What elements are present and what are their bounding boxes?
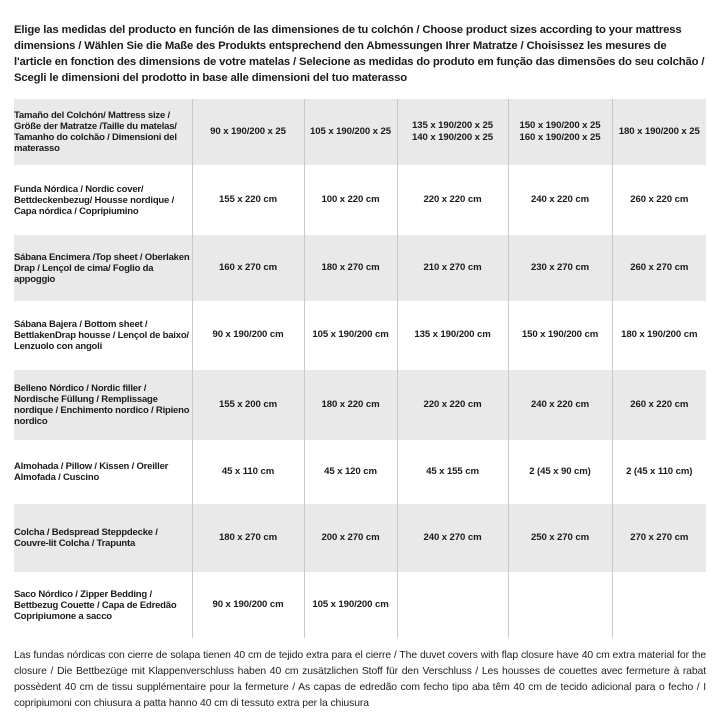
row-label: Funda Nórdica / Nordic cover/ Bettdecken… (14, 165, 193, 236)
header-col-5: 180 x 190/200 x 25 (612, 99, 706, 166)
row-value: 260 x 270 cm (612, 235, 706, 302)
table-header-row: Tamaño del Colchón/ Mattress size / Größ… (14, 99, 706, 166)
header-col-3: 135 x 190/200 x 25 140 x 190/200 x 25 (397, 99, 509, 166)
row-value: 240 x 220 cm (508, 370, 613, 441)
intro-paragraph: Elige las medidas del producto en funció… (14, 24, 705, 85)
row-value: 2 (45 x 90 cm) (508, 440, 613, 505)
row-value: 260 x 220 cm (612, 370, 706, 441)
row-value: 240 x 220 cm (508, 165, 613, 236)
header-col-4-line-2: 160 x 190/200 x 25 (519, 132, 601, 144)
row-value (508, 572, 613, 639)
row-value: 45 x 120 cm (304, 440, 398, 505)
row-label: Colcha / Bedspread Steppdecke / Couvre-l… (14, 504, 193, 573)
row-value: 45 x 155 cm (397, 440, 509, 505)
row-value: 180 x 220 cm (304, 370, 398, 441)
row-value: 240 x 270 cm (397, 504, 509, 573)
row-value: 135 x 190/200 cm (397, 301, 509, 371)
header-col-1: 90 x 190/200 x 25 (192, 99, 305, 166)
row-value: 2 (45 x 110 cm) (612, 440, 706, 505)
table-row: Sábana Bajera / Bottom sheet / Bettlaken… (14, 301, 706, 371)
row-value: 155 x 220 cm (192, 165, 305, 236)
table-row: Colcha / Bedspread Steppdecke / Couvre-l… (14, 504, 706, 573)
header-col-4: 150 x 190/200 x 25 160 x 190/200 x 25 (508, 99, 613, 166)
header-label-cell: Tamaño del Colchón/ Mattress size / Größ… (14, 99, 193, 166)
row-label: Sábana Bajera / Bottom sheet / Bettlaken… (14, 301, 193, 371)
mattress-size-table: Tamaño del Colchón/ Mattress size / Größ… (14, 99, 706, 639)
row-value: 260 x 220 cm (612, 165, 706, 236)
row-value: 160 x 270 cm (192, 235, 305, 302)
row-value: 200 x 270 cm (304, 504, 398, 573)
row-value: 210 x 270 cm (397, 235, 509, 302)
header-col-5-line-1: 180 x 190/200 x 25 (618, 125, 700, 137)
table-row: Funda Nórdica / Nordic cover/ Bettdecken… (14, 165, 706, 236)
table-row: Belleno Nórdico / Nordic filler / Nordis… (14, 370, 706, 441)
row-value: 220 x 220 cm (397, 370, 509, 441)
row-value: 90 x 190/200 cm (192, 572, 305, 639)
row-value: 250 x 270 cm (508, 504, 613, 573)
row-value: 100 x 220 cm (304, 165, 398, 236)
row-value: 180 x 270 cm (192, 504, 305, 573)
row-value: 150 x 190/200 cm (508, 301, 613, 371)
header-col-2: 105 x 190/200 x 25 (304, 99, 398, 166)
row-value: 230 x 270 cm (508, 235, 613, 302)
row-value (397, 572, 509, 639)
header-col-3-line-1: 135 x 190/200 x 25 (412, 119, 493, 131)
row-label: Saco Nórdico / Zipper Bedding / Bettbezu… (14, 572, 193, 639)
row-value (612, 572, 706, 639)
row-value: 90 x 190/200 cm (192, 301, 305, 371)
table-row: Saco Nórdico / Zipper Bedding / Bettbezu… (14, 572, 706, 639)
row-value: 105 x 190/200 cm (304, 572, 398, 639)
row-value: 270 x 270 cm (612, 504, 706, 573)
row-label: Almohada / Pillow / Kissen / Oreiller Al… (14, 440, 193, 505)
row-label: Belleno Nórdico / Nordic filler / Nordis… (14, 370, 193, 441)
header-col-3-line-2: 140 x 190/200 x 25 (412, 132, 493, 144)
row-value: 180 x 270 cm (304, 235, 398, 302)
header-col-1-line-1: 90 x 190/200 x 25 (210, 125, 286, 137)
row-value: 180 x 190/200 cm (612, 301, 706, 371)
header-col-2-line-1: 105 x 190/200 x 25 (310, 125, 391, 137)
table-row: Sábana Encimera /Top sheet / Oberlaken D… (14, 235, 706, 302)
header-col-4-line-1: 150 x 190/200 x 25 (519, 119, 601, 131)
row-value: 105 x 190/200 cm (304, 301, 398, 371)
row-value: 220 x 220 cm (397, 165, 509, 236)
table-row: Almohada / Pillow / Kissen / Oreiller Al… (14, 440, 706, 505)
table-body: Tamaño del Colchón/ Mattress size / Größ… (14, 99, 706, 639)
footnote-paragraph: Las fundas nórdicas con cierre de solapa… (14, 650, 706, 709)
row-label: Sábana Encimera /Top sheet / Oberlaken D… (14, 235, 193, 302)
row-value: 45 x 110 cm (192, 440, 305, 505)
row-value: 155 x 200 cm (192, 370, 305, 441)
